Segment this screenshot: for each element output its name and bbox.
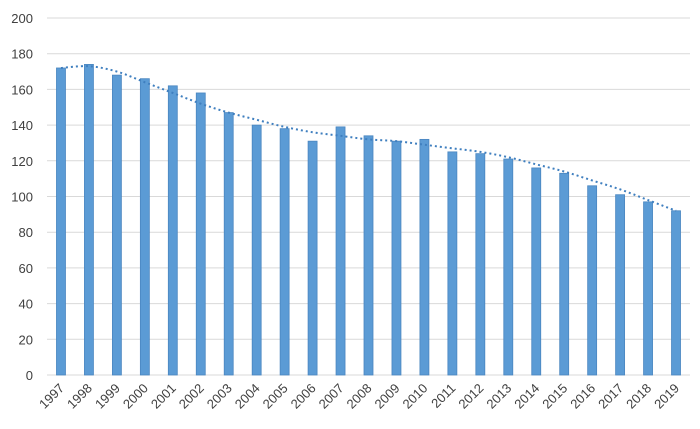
x-tick-label: 2015	[539, 381, 570, 412]
y-tick-label: 40	[19, 297, 33, 312]
x-tick-label: 1998	[64, 381, 95, 412]
bars	[56, 64, 681, 376]
x-tick-label: 2008	[344, 381, 375, 412]
x-tick-label: 2004	[232, 381, 263, 412]
x-tick-label: 2000	[120, 381, 151, 412]
trendline	[60, 65, 677, 212]
x-tick-label: 2007	[316, 381, 347, 412]
bar-2009	[391, 140, 402, 376]
x-tick-label: 2014	[511, 381, 542, 412]
x-tick-label: 2001	[148, 381, 179, 412]
y-tick-label: 140	[11, 118, 33, 133]
y-tick-label: 180	[11, 47, 33, 62]
y-axis-ticks: 0 20 40 60 80 100 120 140 160 180 200	[11, 11, 33, 383]
y-tick-label: 0	[26, 368, 33, 383]
bar-2003	[223, 112, 234, 376]
x-tick-label: 2012	[455, 381, 486, 412]
bar-2018	[643, 201, 653, 376]
x-tick-label: 2005	[260, 381, 291, 412]
bar-2002	[195, 92, 206, 376]
y-tick-label: 160	[11, 82, 33, 97]
bar-2004	[251, 124, 262, 376]
y-tick-label: 20	[19, 332, 33, 347]
x-tick-label: 2018	[623, 381, 654, 412]
y-tick-label: 200	[11, 11, 33, 26]
x-tick-label: 2013	[483, 381, 514, 412]
x-tick-label: 2002	[176, 381, 207, 412]
y-tick-label: 60	[19, 261, 33, 276]
x-tick-label: 2011	[428, 381, 458, 411]
bar-2014	[531, 167, 542, 376]
bar-1999	[111, 74, 122, 376]
x-tick-label: 2009	[372, 381, 403, 412]
bar-2017	[615, 194, 626, 376]
bar-2019	[671, 210, 681, 376]
bar-2005	[279, 128, 290, 376]
x-tick-label: 2019	[651, 381, 682, 412]
bar-2000	[139, 78, 150, 376]
bar-2011	[447, 151, 458, 376]
y-tick-label: 120	[11, 154, 33, 169]
bar-2001	[167, 85, 178, 376]
x-tick-label: 2003	[204, 381, 235, 412]
bar-2006	[307, 140, 318, 376]
x-tick-label: 1997	[36, 381, 67, 412]
bar-2008	[363, 135, 374, 376]
bar-2007	[335, 126, 346, 376]
bar-2012	[475, 153, 486, 376]
y-tick-label: 80	[19, 225, 33, 240]
x-tick-label: 2016	[567, 381, 598, 412]
x-tick-label: 2010	[399, 381, 430, 412]
trendline-layer	[60, 65, 677, 212]
y-tick-label: 100	[11, 190, 33, 205]
bar-2015	[559, 172, 570, 376]
bar-1997	[56, 67, 66, 376]
x-tick-label: 2006	[288, 381, 319, 412]
bar-2016	[587, 185, 598, 376]
bar-2013	[503, 158, 514, 376]
x-tick-label: 1999	[92, 381, 123, 412]
bar-1998	[84, 64, 94, 376]
bar-2010	[419, 138, 430, 376]
x-tick-label: 2017	[595, 381, 626, 412]
x-axis-ticks: 1997199819992000200120022003200420052006…	[36, 381, 682, 412]
